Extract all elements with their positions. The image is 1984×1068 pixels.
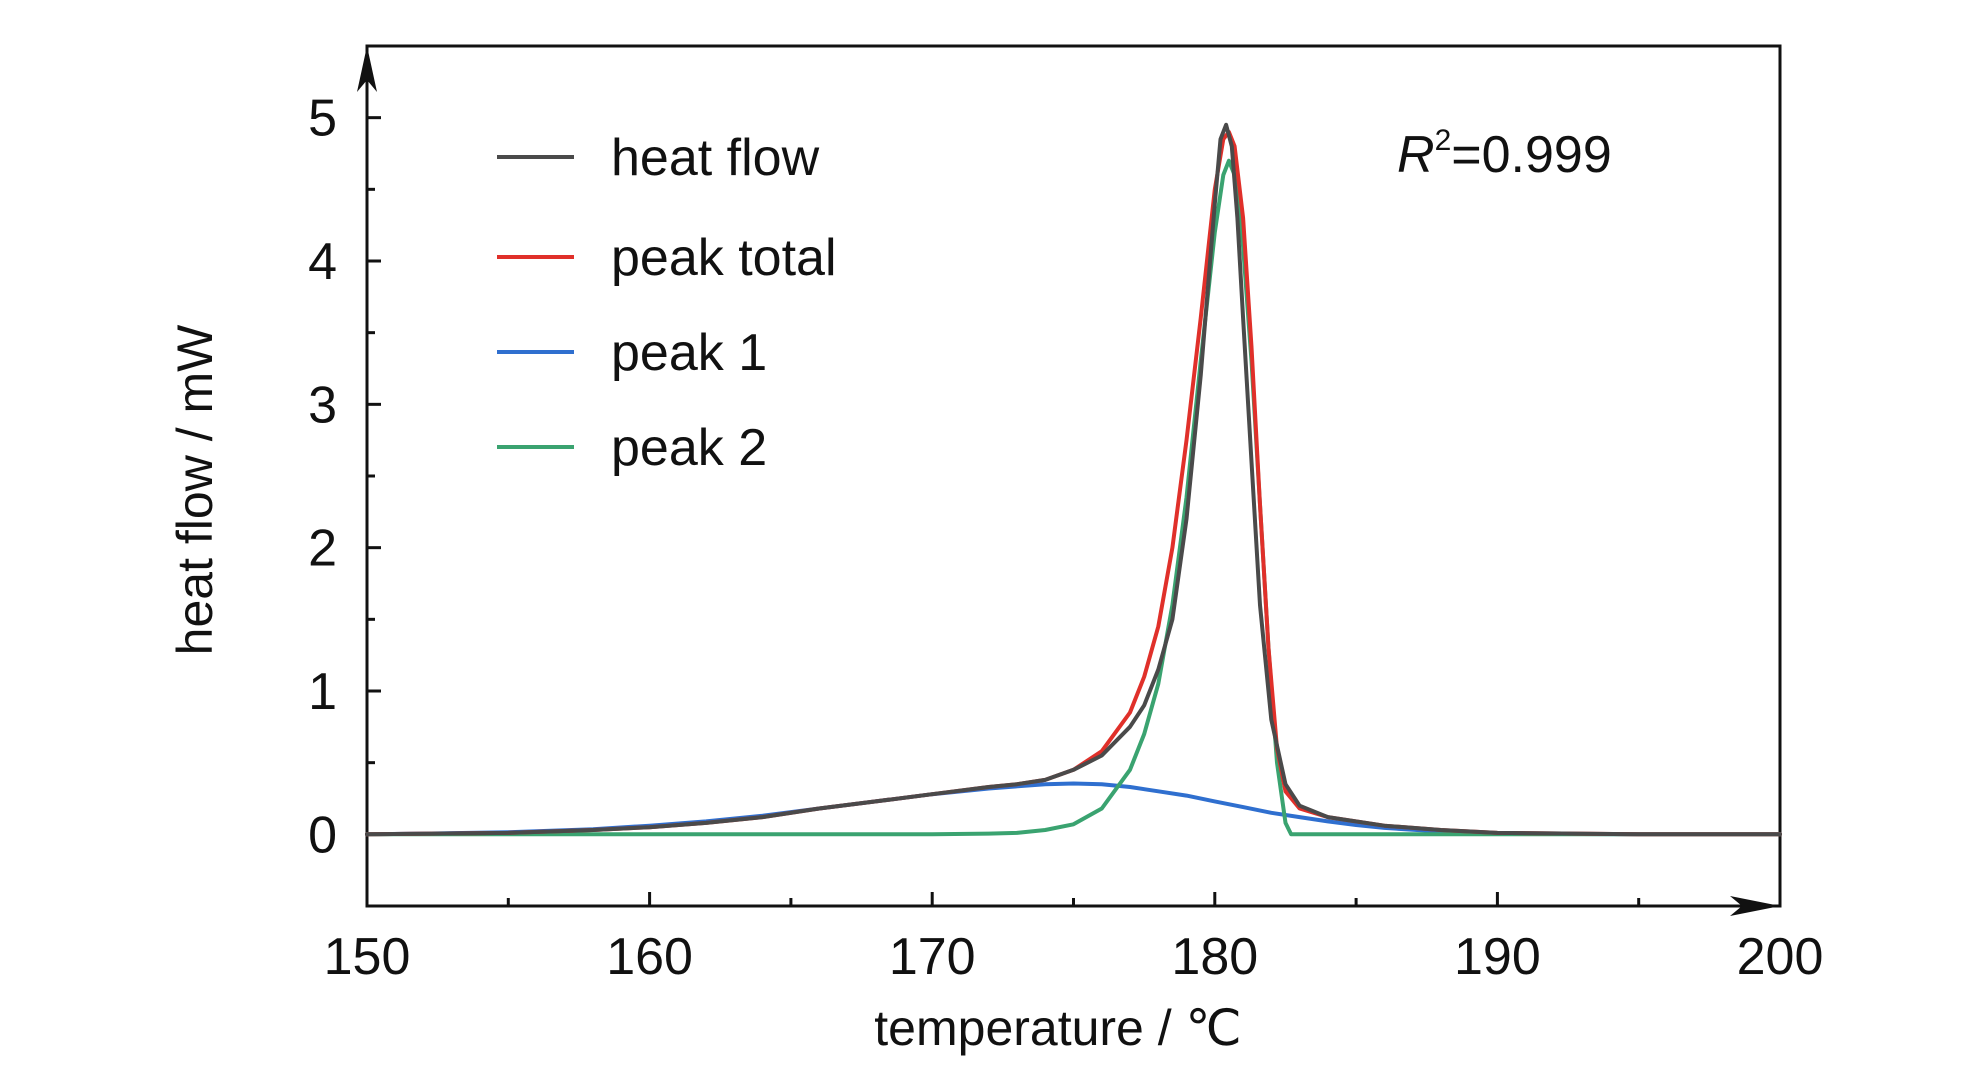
series-layer	[365, 122, 1782, 837]
r-squared-value: =0.999	[1451, 126, 1612, 184]
legend-label-peak-total: peak total	[611, 229, 837, 287]
x-tick-label-160: 160	[606, 928, 693, 986]
ticks-layer: 150 160 170 180 190 200 0 1 2 3 4 5	[308, 44, 1824, 986]
x-tick-label-190: 190	[1454, 928, 1541, 986]
x-tick-label-150: 150	[324, 928, 411, 986]
legend-label-peak-1: peak 1	[611, 324, 767, 382]
y-tick-label-2: 2	[308, 520, 337, 578]
y-tick-label-3: 3	[308, 376, 337, 434]
series-line-heat-flow	[365, 122, 1782, 837]
r-squared-prefix: R	[1397, 126, 1435, 184]
legend-label-peak-2: peak 2	[611, 419, 767, 477]
x-axis-title: temperature / ℃	[874, 1000, 1241, 1056]
legend: heat flow peak total peak 1 peak 2	[497, 129, 837, 477]
series-line-peak-1	[365, 781, 1782, 837]
r-squared-annotation: R2=0.999	[1397, 124, 1612, 184]
y-axis-title: heat flow / mW	[167, 324, 223, 655]
y-tick-label-4: 4	[308, 233, 337, 291]
legend-label-heat-flow: heat flow	[611, 129, 820, 187]
r-squared-superscript: 2	[1435, 124, 1452, 157]
y-tick-label-0: 0	[308, 806, 337, 864]
y-axis-arrow	[357, 46, 377, 92]
y-tick-label-5: 5	[308, 90, 337, 148]
x-tick-label-180: 180	[1171, 928, 1258, 986]
x-axis-arrow	[1730, 896, 1780, 916]
series-line-peak-2	[365, 158, 1782, 837]
x-tick-label-170: 170	[889, 928, 976, 986]
x-tick-label-200: 200	[1737, 928, 1824, 986]
y-tick-label-1: 1	[308, 663, 337, 721]
series-line-peak-total	[365, 130, 1782, 837]
